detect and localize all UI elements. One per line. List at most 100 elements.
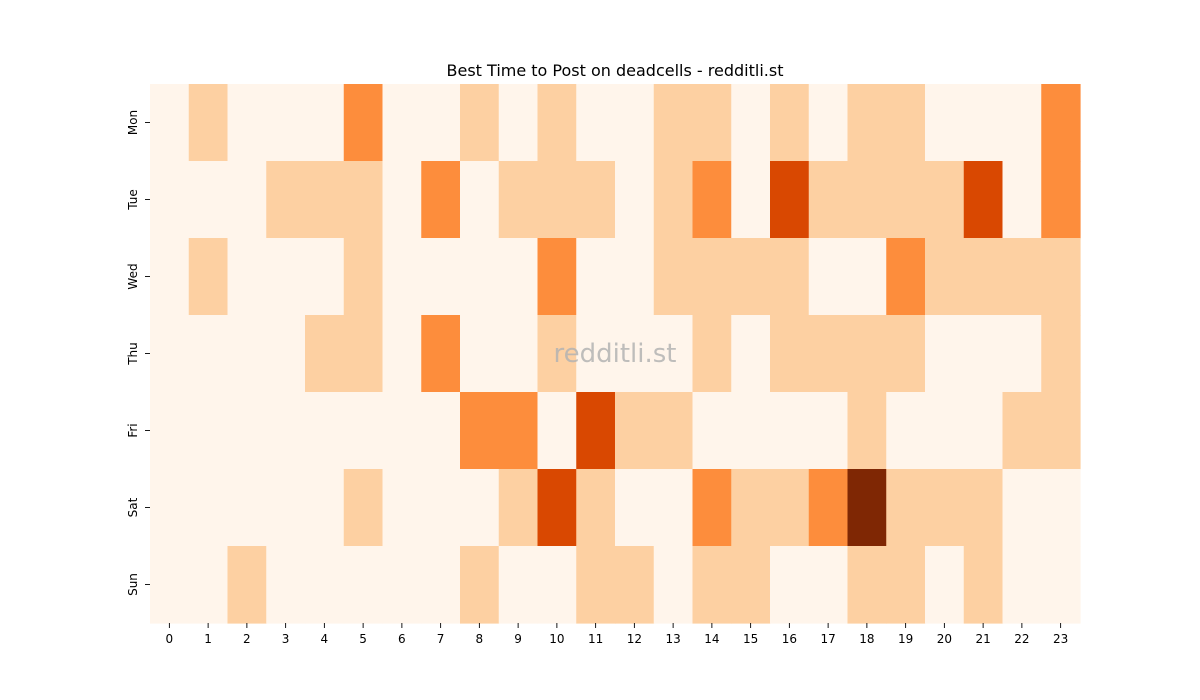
heatmap-cell-tue-0: [150, 161, 190, 239]
heatmap-cell-tue-10: [537, 161, 577, 239]
heatmap-cell-sun-10: [537, 546, 577, 624]
heatmap-cell-sun-0: [150, 546, 190, 624]
heatmap-cell-mon-1: [188, 84, 229, 162]
heatmap-cell-sun-15: [731, 546, 771, 624]
heatmap-cell-tue-19: [886, 161, 926, 239]
heatmap-cell-wed-15: [731, 238, 771, 316]
y-tick-label-mon: Mon: [126, 110, 140, 135]
y-tick-label-wed: Wed: [126, 263, 140, 289]
heatmap-cell-tue-13: [653, 161, 694, 239]
heatmap-cell-wed-16: [770, 238, 810, 316]
heatmap-cell-fri-13: [653, 392, 694, 470]
heatmap-cell-wed-1: [188, 238, 229, 316]
heatmap-cell-thu-0: [150, 315, 190, 393]
heatmap-cell-sun-20: [925, 546, 965, 624]
heatmap-cell-mon-5: [343, 84, 384, 162]
y-axis-ticks: Mon Tue Wed Thu Fri Sat Sun: [126, 110, 150, 596]
heatmap-cell-sat-15: [731, 469, 771, 547]
x-tick-label-15: 15: [743, 632, 758, 646]
x-tick-label-1: 1: [204, 632, 212, 646]
y-tick-label-sat: Sat: [126, 497, 140, 517]
heatmap-cell-fri-8: [460, 392, 500, 470]
chart-title: Best Time to Post on deadcells - redditl…: [447, 61, 784, 80]
heatmap-cell-sun-13: [653, 546, 694, 624]
heatmap-cell-thu-22: [1002, 315, 1042, 393]
heatmap-cell-fri-12: [615, 392, 655, 470]
heatmap-cell-fri-10: [537, 392, 577, 470]
heatmap-cell-thu-18: [847, 315, 887, 393]
heatmap-cell-tue-15: [731, 161, 771, 239]
heatmap-cell-mon-9: [498, 84, 539, 162]
heatmap-cell-wed-23: [1041, 238, 1081, 316]
heatmap-cell-wed-3: [266, 238, 306, 316]
heatmap-cell-mon-14: [692, 84, 732, 162]
heatmap-cell-fri-0: [150, 392, 190, 470]
heatmap-cell-sun-7: [421, 546, 461, 624]
heatmap-cell-fri-14: [692, 392, 732, 470]
heatmap-cell-wed-8: [460, 238, 500, 316]
heatmap-cell-sun-12: [615, 546, 655, 624]
heatmap-cell-wed-22: [1002, 238, 1042, 316]
heatmap-cell-fri-9: [498, 392, 539, 470]
heatmap-cell-thu-10: [537, 315, 577, 393]
heatmap-cell-tue-7: [421, 161, 461, 239]
heatmap-cell-sun-2: [227, 546, 267, 624]
heatmap-cell-sat-11: [576, 469, 616, 547]
heatmap-cell-sat-13: [653, 469, 694, 547]
heatmap-cell-wed-21: [963, 238, 1004, 316]
x-tick-label-4: 4: [321, 632, 329, 646]
heatmap-cell-mon-15: [731, 84, 771, 162]
heatmap-cell-thu-16: [770, 315, 810, 393]
heatmap-cell-thu-8: [460, 315, 500, 393]
x-tick-label-19: 19: [898, 632, 913, 646]
x-tick-label-17: 17: [820, 632, 835, 646]
x-tick-label-6: 6: [398, 632, 406, 646]
heatmap-cell-sat-12: [615, 469, 655, 547]
heatmap-cell-wed-17: [808, 238, 849, 316]
heatmap-cell-sat-18: [847, 469, 887, 547]
heatmap-cell-sun-3: [266, 546, 306, 624]
heatmap-cell-thu-12: [615, 315, 655, 393]
x-tick-label-5: 5: [359, 632, 367, 646]
heatmap-cell-fri-3: [266, 392, 306, 470]
heatmap-cell-wed-9: [498, 238, 539, 316]
heatmap-cell-fri-4: [305, 392, 345, 470]
heatmap-cell-sat-23: [1041, 469, 1081, 547]
x-tick-label-18: 18: [859, 632, 874, 646]
x-tick-label-3: 3: [282, 632, 290, 646]
heatmap-cell-wed-5: [343, 238, 384, 316]
heatmap-cell-thu-15: [731, 315, 771, 393]
heatmap-cell-wed-20: [925, 238, 965, 316]
heatmap-cell-tue-12: [615, 161, 655, 239]
heatmap-cell-sun-18: [847, 546, 887, 624]
heatmap-cell-fri-23: [1041, 392, 1081, 470]
heatmap-cell-mon-7: [421, 84, 461, 162]
heatmap-cell-tue-4: [305, 161, 345, 239]
heatmap-cell-sun-6: [382, 546, 422, 624]
watermark-text: redditli.st: [554, 339, 677, 369]
heatmap-cell-sun-21: [963, 546, 1004, 624]
heatmap-cell-fri-16: [770, 392, 810, 470]
heatmap-cell-sat-7: [421, 469, 461, 547]
heatmap-cell-sat-0: [150, 469, 190, 547]
heatmap-cell-wed-13: [653, 238, 694, 316]
heatmap-cell-wed-0: [150, 238, 190, 316]
heatmap-cell-tue-22: [1002, 161, 1042, 239]
heatmap-cell-sun-5: [343, 546, 384, 624]
heatmap-cell-fri-21: [963, 392, 1004, 470]
heatmap-cell-mon-12: [615, 84, 655, 162]
heatmap-cell-wed-4: [305, 238, 345, 316]
x-tick-label-21: 21: [975, 632, 990, 646]
heatmap-cell-mon-16: [770, 84, 810, 162]
heatmap-cell-fri-22: [1002, 392, 1042, 470]
y-tick-label-thu: Thu: [126, 342, 140, 366]
heatmap-cell-fri-6: [382, 392, 422, 470]
heatmap-cell-mon-4: [305, 84, 345, 162]
heatmap-cell-sun-9: [498, 546, 539, 624]
heatmap-cell-wed-6: [382, 238, 422, 316]
heatmap-cell-mon-23: [1041, 84, 1081, 162]
heatmap-cell-fri-1: [188, 392, 229, 470]
heatmap-cell-fri-20: [925, 392, 965, 470]
heatmap-cell-sat-21: [963, 469, 1004, 547]
